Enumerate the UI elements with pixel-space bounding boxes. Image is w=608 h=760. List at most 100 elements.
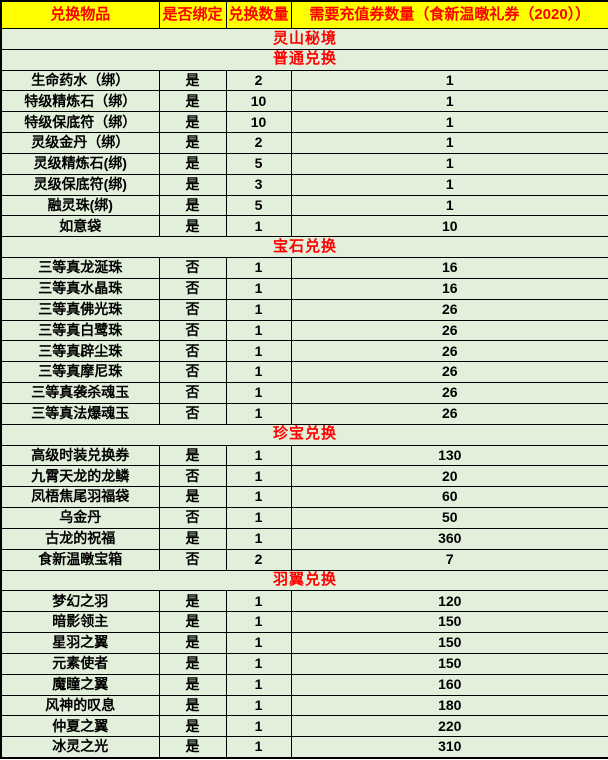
item-cost-cell: 130 bbox=[290, 444, 608, 467]
item-quantity-cell: 10 bbox=[225, 90, 292, 113]
item-cost-cell: 26 bbox=[290, 361, 608, 384]
item-quantity-cell: 2 bbox=[225, 548, 292, 571]
col-header-item: 兑换物品 bbox=[0, 0, 160, 29]
table-row: 特级保底符（绑） 是 10 1 bbox=[0, 111, 608, 134]
item-bound-cell: 是 bbox=[158, 527, 227, 550]
table-row: 三等真袭杀魂玉 否 1 26 bbox=[0, 382, 608, 404]
item-cost-cell: 150 bbox=[290, 632, 608, 654]
item-bound-cell: 否 bbox=[158, 298, 227, 321]
table-row: 星羽之翼 是 1 150 bbox=[0, 632, 608, 654]
item-cost-cell: 1 bbox=[290, 69, 608, 92]
table-row: 暗影领主 是 1 150 bbox=[0, 611, 608, 634]
table-row: 融灵珠(绑) 是 5 1 bbox=[0, 194, 608, 217]
item-bound-cell: 是 bbox=[158, 486, 227, 509]
table-row: 特级精炼石（绑） 是 10 1 bbox=[0, 90, 608, 113]
item-bound-cell: 否 bbox=[158, 319, 227, 342]
col-header-quantity: 兑换数量 bbox=[225, 0, 292, 29]
col-header-voucher-cost: 需要充值券数量（食新温暾礼券（2020）） bbox=[290, 0, 608, 29]
item-quantity-cell: 1 bbox=[225, 694, 292, 717]
item-name-cell: 凤梧焦尾羽福袋 bbox=[0, 486, 160, 509]
item-name-cell: 三等真龙涎珠 bbox=[0, 257, 160, 279]
item-quantity-cell: 1 bbox=[225, 340, 292, 363]
item-cost-cell: 150 bbox=[290, 652, 608, 675]
item-name-cell: 暗影领主 bbox=[0, 611, 160, 634]
item-quantity-cell: 1 bbox=[225, 527, 292, 550]
item-name-cell: 三等真法爆魂玉 bbox=[0, 402, 160, 425]
item-cost-cell: 1 bbox=[290, 152, 608, 175]
item-quantity-cell: 1 bbox=[225, 257, 292, 279]
item-bound-cell: 是 bbox=[158, 90, 227, 113]
item-bound-cell: 是 bbox=[158, 673, 227, 696]
item-quantity-cell: 1 bbox=[225, 298, 292, 321]
table-row: 灵级金丹（绑） 是 2 1 bbox=[0, 132, 608, 154]
item-quantity-cell: 1 bbox=[225, 402, 292, 425]
item-quantity-cell: 1 bbox=[225, 715, 292, 738]
item-quantity-cell: 1 bbox=[225, 465, 292, 488]
item-quantity-cell: 10 bbox=[225, 111, 292, 134]
col-header-bound: 是否绑定 bbox=[158, 0, 227, 29]
item-bound-cell: 否 bbox=[158, 277, 227, 300]
item-name-cell: 三等真袭杀魂玉 bbox=[0, 382, 160, 404]
item-bound-cell: 是 bbox=[158, 715, 227, 738]
section-row: 灵山秘境 bbox=[0, 28, 608, 50]
item-quantity-cell: 1 bbox=[225, 632, 292, 654]
item-cost-cell: 7 bbox=[290, 548, 608, 571]
item-cost-cell: 1 bbox=[290, 194, 608, 217]
item-name-cell: 梦幻之羽 bbox=[0, 590, 160, 613]
item-name-cell: 古龙的祝福 bbox=[0, 527, 160, 550]
item-quantity-cell: 1 bbox=[225, 507, 292, 529]
item-cost-cell: 150 bbox=[290, 611, 608, 634]
item-name-cell: 元素使者 bbox=[0, 652, 160, 675]
table-body: 灵山秘境 普通兑换 生命药水（绑） 是 2 1 特级精炼石（绑） 是 10 1 … bbox=[0, 28, 608, 759]
item-quantity-cell: 5 bbox=[225, 194, 292, 217]
item-bound-cell: 是 bbox=[158, 111, 227, 134]
table-row: 三等真法爆魂玉 否 1 26 bbox=[0, 402, 608, 425]
section-title: 宝石兑换 bbox=[0, 236, 608, 259]
item-bound-cell: 否 bbox=[158, 340, 227, 363]
table-row: 三等真龙涎珠 否 1 16 bbox=[0, 257, 608, 279]
item-cost-cell: 26 bbox=[290, 298, 608, 321]
item-bound-cell: 是 bbox=[158, 736, 227, 759]
section-row: 羽翼兑换 bbox=[0, 569, 608, 592]
table-row: 食新温暾宝箱 否 2 7 bbox=[0, 548, 608, 571]
item-quantity-cell: 2 bbox=[225, 132, 292, 154]
table-row: 元素使者 是 1 150 bbox=[0, 652, 608, 675]
table-row: 凤梧焦尾羽福袋 是 1 60 bbox=[0, 486, 608, 509]
item-name-cell: 灵级金丹（绑） bbox=[0, 132, 160, 154]
item-cost-cell: 20 bbox=[290, 465, 608, 488]
table-row: 乌金丹 否 1 50 bbox=[0, 507, 608, 529]
item-bound-cell: 否 bbox=[158, 257, 227, 279]
table-row: 风神的叹息 是 1 180 bbox=[0, 694, 608, 717]
item-quantity-cell: 1 bbox=[225, 590, 292, 613]
item-name-cell: 仲夏之翼 bbox=[0, 715, 160, 738]
item-name-cell: 灵级精炼石(绑) bbox=[0, 152, 160, 175]
table-row: 灵级保底符(绑) 是 3 1 bbox=[0, 173, 608, 196]
item-cost-cell: 180 bbox=[290, 694, 608, 717]
item-cost-cell: 16 bbox=[290, 257, 608, 279]
item-cost-cell: 10 bbox=[290, 215, 608, 238]
item-bound-cell: 是 bbox=[158, 632, 227, 654]
section-title: 羽翼兑换 bbox=[0, 569, 608, 592]
item-bound-cell: 是 bbox=[158, 152, 227, 175]
section-row: 宝石兑换 bbox=[0, 236, 608, 259]
item-cost-cell: 360 bbox=[290, 527, 608, 550]
item-bound-cell: 是 bbox=[158, 590, 227, 613]
table-row: 三等真水晶珠 否 1 16 bbox=[0, 277, 608, 300]
item-bound-cell: 是 bbox=[158, 444, 227, 467]
header-row: 兑换物品 是否绑定 兑换数量 需要充值券数量（食新温暾礼券（2020）） bbox=[0, 0, 608, 29]
item-quantity-cell: 1 bbox=[225, 361, 292, 384]
item-cost-cell: 220 bbox=[290, 715, 608, 738]
item-cost-cell: 50 bbox=[290, 507, 608, 529]
item-quantity-cell: 1 bbox=[225, 382, 292, 404]
item-name-cell: 冰灵之光 bbox=[0, 736, 160, 759]
table-row: 高级时装兑换券 是 1 130 bbox=[0, 444, 608, 467]
item-name-cell: 三等真辟尘珠 bbox=[0, 340, 160, 363]
table-row: 古龙的祝福 是 1 360 bbox=[0, 527, 608, 550]
item-quantity-cell: 2 bbox=[225, 69, 292, 92]
item-bound-cell: 是 bbox=[158, 694, 227, 717]
item-name-cell: 九霄天龙的龙鳞 bbox=[0, 465, 160, 488]
item-cost-cell: 26 bbox=[290, 402, 608, 425]
item-quantity-cell: 1 bbox=[225, 486, 292, 509]
item-cost-cell: 1 bbox=[290, 90, 608, 113]
item-bound-cell: 否 bbox=[158, 382, 227, 404]
